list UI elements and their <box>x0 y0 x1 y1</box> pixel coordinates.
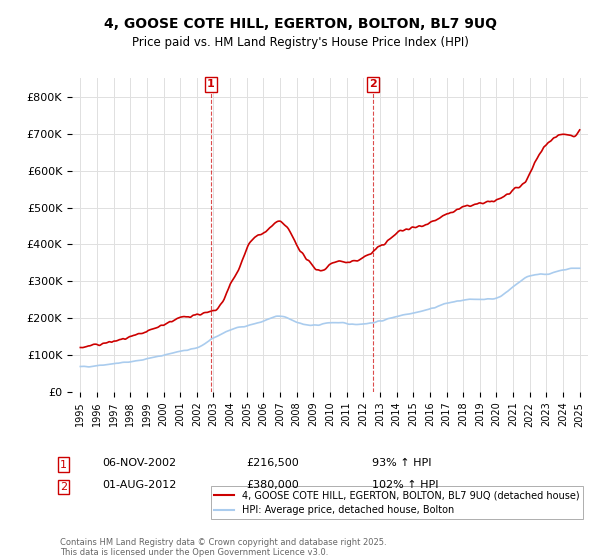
Text: 93% ↑ HPI: 93% ↑ HPI <box>372 458 431 468</box>
Text: 4, GOOSE COTE HILL, EGERTON, BOLTON, BL7 9UQ: 4, GOOSE COTE HILL, EGERTON, BOLTON, BL7… <box>104 17 497 31</box>
Text: 06-NOV-2002: 06-NOV-2002 <box>102 458 176 468</box>
Text: Price paid vs. HM Land Registry's House Price Index (HPI): Price paid vs. HM Land Registry's House … <box>131 36 469 49</box>
Text: 2: 2 <box>60 482 67 492</box>
Text: £216,500: £216,500 <box>246 458 299 468</box>
Text: 2: 2 <box>369 80 377 90</box>
Text: 01-AUG-2012: 01-AUG-2012 <box>102 480 176 491</box>
Legend: 4, GOOSE COTE HILL, EGERTON, BOLTON, BL7 9UQ (detached house), HPI: Average pric: 4, GOOSE COTE HILL, EGERTON, BOLTON, BL7… <box>211 486 583 519</box>
Text: £380,000: £380,000 <box>246 480 299 491</box>
Text: 102% ↑ HPI: 102% ↑ HPI <box>372 480 439 491</box>
Text: 1: 1 <box>60 460 67 470</box>
Text: Contains HM Land Registry data © Crown copyright and database right 2025.
This d: Contains HM Land Registry data © Crown c… <box>60 538 386 557</box>
Text: 1: 1 <box>207 80 215 90</box>
